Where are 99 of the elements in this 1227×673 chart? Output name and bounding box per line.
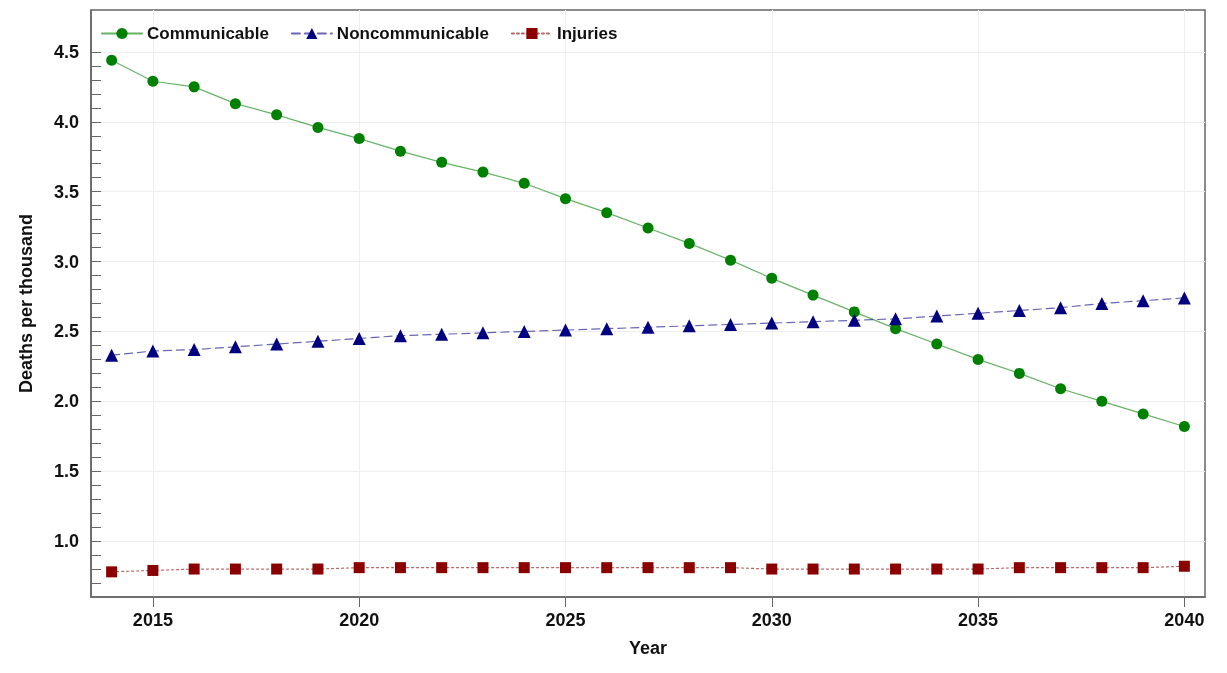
point: [1178, 420, 1190, 432]
point: [806, 315, 820, 329]
point: [312, 121, 324, 133]
point: [1054, 301, 1068, 315]
point: [642, 562, 654, 574]
point: [848, 306, 860, 318]
point: [931, 338, 943, 350]
point: [641, 320, 655, 334]
point: [848, 563, 860, 575]
point: [353, 133, 365, 145]
point: [1178, 560, 1190, 572]
point: [518, 177, 530, 189]
point: [601, 207, 613, 219]
y-tick-label: 3.0: [53, 251, 79, 272]
point: [601, 562, 613, 574]
point: [971, 306, 985, 320]
point: [683, 237, 695, 249]
point: [311, 334, 325, 348]
point: [436, 562, 448, 574]
point: [765, 316, 779, 330]
point: [1012, 303, 1026, 317]
point: [518, 562, 530, 574]
point: [890, 563, 902, 575]
point: [1013, 367, 1025, 379]
point: [642, 222, 654, 234]
point: [1177, 291, 1191, 305]
point: [1055, 383, 1067, 395]
point: [1096, 395, 1108, 407]
point: [683, 562, 695, 574]
point: [188, 563, 200, 575]
point: [229, 563, 241, 575]
legend-label: Injuries: [556, 24, 618, 43]
x-tick-label: 2030: [751, 610, 792, 630]
x-tick-label: 2035: [958, 610, 999, 630]
point: [1137, 562, 1149, 574]
point: [766, 563, 778, 575]
point: [766, 272, 778, 284]
point: [106, 54, 118, 66]
point: [106, 566, 118, 578]
point: [435, 327, 449, 341]
x-tick-label: 2015: [132, 610, 173, 630]
point: [105, 348, 119, 362]
y-tick-label: 1.5: [53, 461, 79, 482]
point: [312, 563, 324, 575]
point: [1137, 408, 1149, 420]
point: [436, 156, 448, 168]
point: [725, 562, 737, 574]
point: [229, 98, 241, 110]
point: [1055, 562, 1067, 574]
point: [889, 312, 903, 326]
point: [972, 563, 984, 575]
x-tick-label: 2040: [1164, 610, 1205, 630]
point: [1095, 297, 1109, 310]
point: [807, 563, 819, 575]
point: [394, 562, 406, 574]
point: [930, 309, 944, 323]
point: [477, 166, 489, 178]
point: [559, 562, 571, 574]
point: [476, 326, 490, 340]
point: [558, 323, 572, 337]
point: [559, 193, 571, 205]
point: [147, 564, 159, 576]
legend-label: Noncommunicable: [336, 24, 489, 43]
point: [807, 289, 819, 301]
point: [972, 353, 984, 365]
point: [517, 324, 531, 338]
point: [931, 563, 943, 575]
point: [394, 145, 406, 157]
point: [1136, 294, 1150, 308]
point: [393, 329, 407, 343]
legend-label: Communicable: [147, 24, 269, 43]
point: [725, 254, 737, 266]
point: [353, 562, 365, 574]
y-tick-label: 1.0: [53, 531, 79, 552]
y-axis-title: Deaths per thousand: [16, 213, 36, 394]
point: [600, 322, 614, 336]
point: [228, 340, 242, 354]
point: [847, 313, 861, 327]
point: [146, 344, 160, 358]
point: [352, 331, 366, 345]
x-tick-label: 2025: [545, 610, 586, 630]
point: [477, 562, 489, 574]
point: [1013, 562, 1025, 574]
x-axis-title: Year: [628, 638, 668, 658]
y-tick-label: 4.5: [53, 41, 79, 62]
point: [271, 109, 283, 121]
point: [1096, 562, 1108, 574]
point: [271, 563, 283, 575]
x-tick-label: 2020: [339, 610, 380, 630]
y-tick-label: 2.5: [53, 321, 79, 342]
point: [270, 337, 284, 351]
point: [682, 319, 696, 333]
y-tick-label: 4.0: [53, 111, 79, 132]
y-tick-label: 2.0: [53, 391, 79, 412]
point: [724, 317, 738, 331]
point: [147, 75, 159, 87]
point: [188, 81, 200, 93]
point: [187, 343, 201, 357]
y-tick-label: 3.5: [53, 181, 79, 202]
